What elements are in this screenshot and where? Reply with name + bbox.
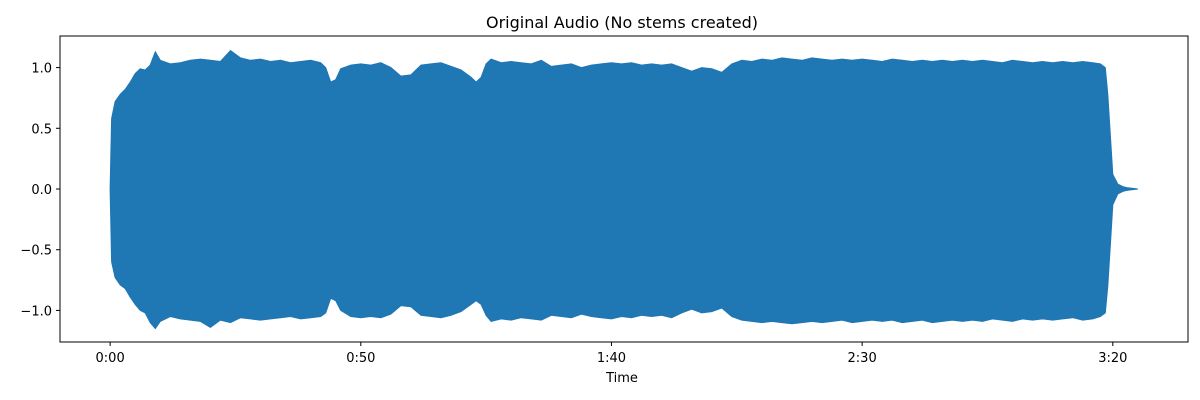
x-axis: 0:00 0:50 1:40 2:30 3:20 (96, 342, 1127, 366)
x-tick-label: 0:00 (96, 351, 125, 366)
plot-area (109, 49, 1138, 330)
y-tick-label: 0.5 (31, 122, 52, 137)
x-tick-label: 2:30 (848, 351, 877, 366)
y-tick-label: −0.5 (20, 244, 52, 259)
x-axis-label: Time (605, 371, 638, 386)
waveform-series-0 (109, 49, 1138, 330)
x-tick-label: 3:20 (1098, 351, 1127, 366)
x-tick-label: 0:50 (346, 351, 375, 366)
y-axis: 1.0 0.5 0.0 −0.5 −1.0 (20, 62, 60, 319)
y-tick-label: 1.0 (31, 62, 52, 77)
y-tick-label: −1.0 (20, 304, 52, 319)
x-tick-label: 1:40 (597, 351, 626, 366)
chart-title: Original Audio (No stems created) (486, 13, 758, 32)
y-tick-label: 0.0 (31, 183, 52, 198)
